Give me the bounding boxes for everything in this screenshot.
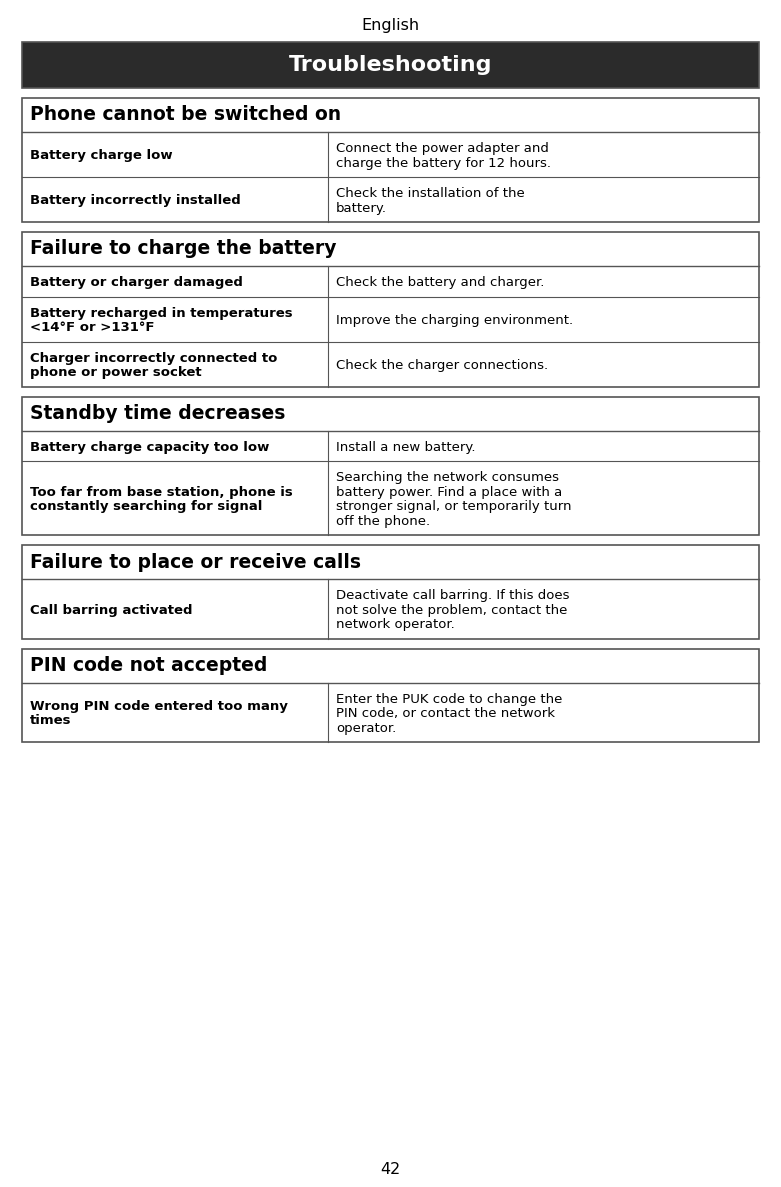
Text: charge the battery for 12 hours.: charge the battery for 12 hours. bbox=[336, 157, 551, 170]
Bar bbox=[22, 42, 759, 88]
Text: 42: 42 bbox=[380, 1162, 401, 1176]
Text: times: times bbox=[30, 715, 72, 728]
Text: Battery incorrectly installed: Battery incorrectly installed bbox=[30, 195, 241, 208]
Text: Failure to place or receive calls: Failure to place or receive calls bbox=[30, 552, 361, 571]
Text: Call barring activated: Call barring activated bbox=[30, 604, 192, 617]
Text: Failure to charge the battery: Failure to charge the battery bbox=[30, 240, 337, 259]
Text: Connect the power adapter and: Connect the power adapter and bbox=[336, 142, 549, 155]
Text: Wrong PIN code entered too many: Wrong PIN code entered too many bbox=[30, 700, 288, 713]
Text: Improve the charging environment.: Improve the charging environment. bbox=[336, 313, 573, 326]
Text: Searching the network consumes: Searching the network consumes bbox=[336, 471, 559, 484]
Text: Too far from base station, phone is: Too far from base station, phone is bbox=[30, 485, 293, 499]
Text: Phone cannot be switched on: Phone cannot be switched on bbox=[30, 106, 341, 125]
Text: Check the installation of the: Check the installation of the bbox=[336, 188, 525, 201]
Text: Battery charge capacity too low: Battery charge capacity too low bbox=[30, 440, 269, 453]
Text: not solve the problem, contact the: not solve the problem, contact the bbox=[336, 604, 567, 617]
Text: Deactivate call barring. If this does: Deactivate call barring. If this does bbox=[336, 589, 569, 602]
Bar bbox=[22, 42, 759, 88]
Text: Standby time decreases: Standby time decreases bbox=[30, 404, 285, 423]
Text: battery.: battery. bbox=[336, 202, 387, 215]
Text: off the phone.: off the phone. bbox=[336, 515, 430, 528]
Text: Battery or charger damaged: Battery or charger damaged bbox=[30, 277, 243, 290]
Text: stronger signal, or temporarily turn: stronger signal, or temporarily turn bbox=[336, 500, 572, 513]
Text: Check the battery and charger.: Check the battery and charger. bbox=[336, 277, 544, 290]
Text: Charger incorrectly connected to: Charger incorrectly connected to bbox=[30, 351, 277, 364]
Text: PIN code not accepted: PIN code not accepted bbox=[30, 656, 267, 675]
Text: Battery charge low: Battery charge low bbox=[30, 150, 173, 163]
Text: Enter the PUK code to change the: Enter the PUK code to change the bbox=[336, 693, 562, 706]
Text: Battery recharged in temperatures: Battery recharged in temperatures bbox=[30, 306, 293, 319]
Bar bbox=[22, 396, 759, 535]
Bar bbox=[22, 545, 759, 639]
Text: constantly searching for signal: constantly searching for signal bbox=[30, 500, 262, 513]
Text: Troubleshooting: Troubleshooting bbox=[289, 55, 492, 75]
Text: Install a new battery.: Install a new battery. bbox=[336, 440, 476, 453]
Bar bbox=[22, 648, 759, 742]
Text: operator.: operator. bbox=[336, 722, 396, 735]
Text: English: English bbox=[362, 18, 419, 33]
Text: battery power. Find a place with a: battery power. Find a place with a bbox=[336, 485, 562, 499]
Bar bbox=[22, 231, 759, 387]
Text: Check the charger connections.: Check the charger connections. bbox=[336, 358, 548, 372]
Bar bbox=[22, 99, 759, 222]
Text: phone or power socket: phone or power socket bbox=[30, 366, 201, 379]
Text: network operator.: network operator. bbox=[336, 618, 455, 631]
Text: <14°F or >131°F: <14°F or >131°F bbox=[30, 322, 155, 335]
Text: PIN code, or contact the network: PIN code, or contact the network bbox=[336, 707, 555, 721]
